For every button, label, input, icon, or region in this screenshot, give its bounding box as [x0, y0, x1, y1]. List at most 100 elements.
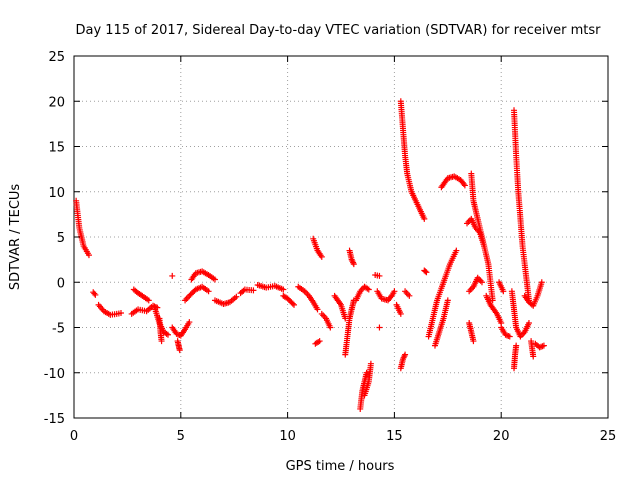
- data-point: [295, 283, 302, 290]
- track-fill-marker: [91, 290, 98, 297]
- data-point: [513, 342, 520, 349]
- data-point: [199, 268, 206, 275]
- data-point: [474, 274, 481, 281]
- track-fill-marker: [388, 293, 395, 300]
- data-point: [502, 331, 509, 338]
- data-point: [76, 224, 83, 231]
- data-point: [186, 292, 193, 299]
- data-point: [152, 306, 159, 313]
- track-fill-marker: [289, 300, 296, 307]
- data-point: [150, 302, 157, 309]
- x-tick-label: 20: [493, 429, 510, 444]
- data-point: [472, 206, 479, 213]
- y-axis-label: SDTVAR / TECUs: [8, 184, 23, 291]
- data-point: [318, 253, 325, 260]
- data-point: [523, 279, 530, 286]
- data-point: [513, 324, 520, 331]
- data-point: [470, 283, 477, 290]
- data-point: [525, 299, 532, 306]
- data-point: [389, 291, 396, 298]
- data-point: [156, 315, 163, 322]
- data-point: [464, 220, 471, 227]
- data-point: [483, 292, 490, 299]
- data-point: [487, 301, 494, 308]
- data-point: [348, 306, 355, 313]
- data-point: [412, 197, 419, 204]
- data-point: [158, 338, 165, 345]
- data-point: [176, 347, 183, 354]
- data-point: [530, 353, 537, 360]
- data-point: [310, 299, 317, 306]
- x-tick-label: 10: [279, 429, 296, 444]
- data-point: [241, 286, 248, 293]
- data-point: [280, 286, 287, 293]
- data-point: [511, 306, 518, 313]
- data-point: [145, 297, 152, 304]
- data-point: [534, 292, 541, 299]
- data-point: [536, 344, 543, 351]
- data-point: [323, 315, 330, 322]
- x-tick-label: 5: [177, 429, 185, 444]
- data-point: [192, 286, 199, 293]
- data-point: [472, 224, 479, 231]
- data-point: [205, 288, 212, 295]
- y-tick-label: -10: [44, 367, 65, 382]
- data-point: [481, 243, 488, 250]
- data-point: [421, 215, 428, 222]
- data-point: [538, 279, 545, 286]
- data-point: [391, 288, 398, 295]
- data-point: [139, 292, 146, 299]
- data-point: [233, 293, 240, 300]
- data-point: [310, 235, 317, 242]
- data-point: [348, 256, 355, 263]
- data-point: [438, 184, 445, 191]
- data-point: [365, 378, 372, 385]
- data-point: [466, 288, 473, 295]
- data-point: [367, 360, 374, 367]
- data-point: [164, 331, 171, 338]
- data-point: [511, 365, 518, 372]
- y-axis-ticks: -15 -10 -5 0 5 10 15 20 25: [44, 50, 608, 427]
- data-point: [397, 365, 404, 372]
- data-point: [211, 276, 218, 283]
- data-point: [489, 297, 496, 304]
- track-fill-marker: [460, 181, 467, 188]
- data-point: [493, 310, 500, 317]
- data-point: [376, 272, 383, 279]
- data-point: [451, 173, 458, 180]
- data-point: [532, 340, 539, 347]
- data-point: [220, 300, 227, 307]
- data-point: [192, 270, 199, 277]
- data-point: [376, 324, 383, 331]
- data-point: [312, 340, 319, 347]
- data-point: [397, 310, 404, 317]
- data-point: [498, 324, 505, 331]
- data-point: [291, 301, 298, 308]
- data-point: [338, 301, 344, 308]
- data-point: [402, 152, 409, 159]
- track-fill-marker: [539, 343, 546, 350]
- data-point: [374, 288, 381, 295]
- data-point: [352, 297, 359, 304]
- data-point: [512, 351, 519, 358]
- data-point: [357, 405, 364, 412]
- data-point: [128, 310, 135, 317]
- data-point: [117, 310, 124, 317]
- data-point: [107, 311, 114, 318]
- data-point: [457, 176, 464, 183]
- x-tick-label: 25: [600, 429, 617, 444]
- data-point: [384, 297, 391, 304]
- data-point: [517, 333, 524, 340]
- data-point: [177, 332, 184, 339]
- data-point: [402, 288, 409, 295]
- data-point: [237, 290, 244, 297]
- data-point: [440, 315, 447, 322]
- data-point: [80, 243, 87, 250]
- data-point: [226, 299, 233, 306]
- data-point: [314, 247, 321, 254]
- data-point: [135, 306, 142, 313]
- data-point: [399, 356, 406, 363]
- data-point: [113, 310, 120, 317]
- data-point: [468, 215, 475, 222]
- data-point: [92, 291, 99, 298]
